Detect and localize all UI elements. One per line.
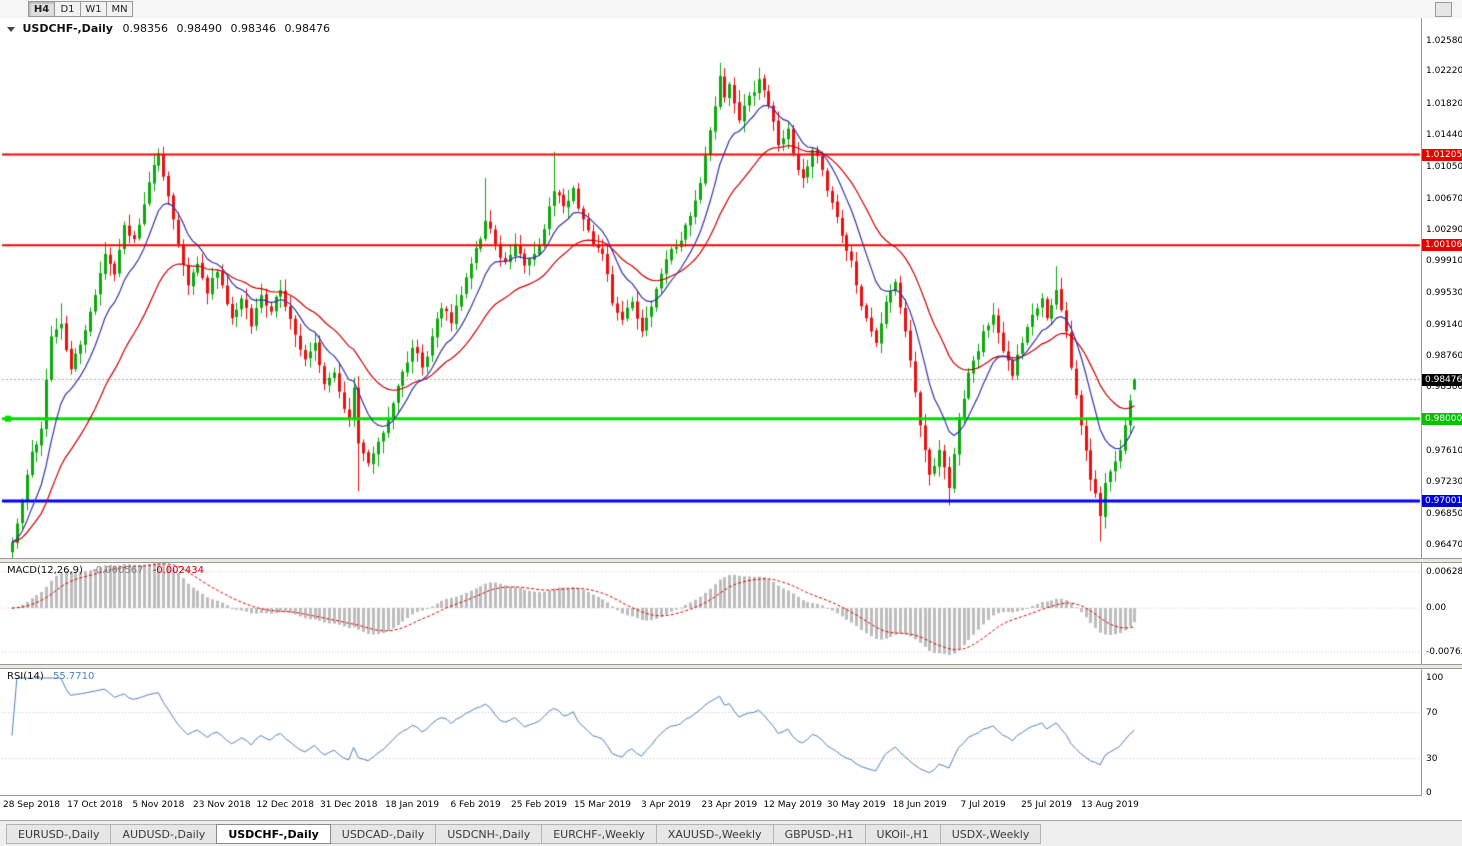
rsi-title: RSI(14) 55.7710 <box>7 671 94 682</box>
macd-signal-value: -0.002434 <box>152 565 204 576</box>
ohlc-high-value: 0.98490 <box>176 22 222 35</box>
date-label: 12 Dec 2018 <box>256 800 315 810</box>
chart-tab-ukoil-h1[interactable]: UKOil-,H1 <box>864 824 941 844</box>
toolbar-corner-button[interactable] <box>1435 2 1452 17</box>
timeframe-button-h4[interactable]: H4 <box>28 1 55 17</box>
price-axis-label: 0.96470 <box>1426 539 1462 550</box>
timeframe-button-mn[interactable]: MN <box>107 1 133 17</box>
chart-title: USDCHF-,Daily 0.98356 0.98490 0.98346 0.… <box>7 22 335 35</box>
rsi-axis-label: 70 <box>1426 707 1438 718</box>
date-label: 6 Feb 2019 <box>450 800 501 810</box>
chart-collapse-icon[interactable] <box>7 26 15 32</box>
price-axis-label: 0.98380 <box>1426 382 1462 393</box>
ohlc-low-value: 0.98346 <box>230 22 276 35</box>
date-label: 25 Jul 2019 <box>1021 800 1073 810</box>
macd-title: MACD(12,26,9) -0.000567 -0.002434 <box>7 565 204 576</box>
chart-tab-usdcnh-daily[interactable]: USDCNH-,Daily <box>435 824 543 844</box>
chart-window: USDCHF-,Daily 0.98356 0.98490 0.98346 0.… <box>0 18 1462 820</box>
ohlc-open-value: 0.98356 <box>122 22 168 35</box>
date-label: 12 May 2019 <box>763 800 823 810</box>
timeframe-button-w1[interactable]: W1 <box>81 1 107 17</box>
chart-tab-gbpusd-h1[interactable]: GBPUSD-,H1 <box>772 824 866 844</box>
chart-symbol-label: USDCHF-,Daily <box>22 22 113 35</box>
date-label: 13 Aug 2019 <box>1081 800 1139 810</box>
price-axis-label: 1.01820 <box>1426 98 1462 109</box>
date-label: 30 May 2019 <box>826 800 886 810</box>
macd-axis-label: 0.00 <box>1426 603 1447 613</box>
macd-main-value: -0.000567 <box>92 565 144 576</box>
price-axis-label: 0.99530 <box>1426 287 1462 298</box>
chart-tab-eurchf-weekly[interactable]: EURCHF-,Weekly <box>541 824 657 844</box>
price-axis-label: 0.99910 <box>1426 256 1462 267</box>
rsi-axis-label: 100 <box>1426 673 1444 683</box>
time-axis-line <box>0 795 1421 796</box>
price-axis-label: 1.00290 <box>1426 225 1462 236</box>
chart-tab-xauusd-weekly[interactable]: XAUUSD-,Weekly <box>655 824 774 844</box>
date-label: 25 Feb 2019 <box>511 800 568 810</box>
timeframe-toolbar: H4 D1 W1 MN <box>0 0 1462 19</box>
price-axis-label: 0.97230 <box>1426 477 1462 488</box>
rsi-label: RSI(14) <box>7 671 44 682</box>
rsi-value: 55.7710 <box>52 671 95 682</box>
price-axis-label: 1.01440 <box>1426 130 1462 141</box>
price-axis-label: 0.96850 <box>1426 508 1462 519</box>
date-label: 15 Mar 2019 <box>573 800 631 810</box>
price-axis-label: 1.01050 <box>1426 162 1462 173</box>
date-label: 23 Apr 2019 <box>701 800 758 810</box>
price-axis-label: 0.98760 <box>1426 351 1462 362</box>
price-tag-1.01205: 1.01205 <box>1422 148 1462 161</box>
date-label: 17 Oct 2018 <box>67 800 123 810</box>
macd-label: MACD(12,26,9) <box>7 565 83 576</box>
timeframe-button-d1[interactable]: D1 <box>55 1 81 17</box>
price-tag-0.97001: 0.97001 <box>1422 495 1462 508</box>
chart-tab-usdchf-daily[interactable]: USDCHF-,Daily <box>216 824 331 844</box>
ohlc-close-value: 0.98476 <box>284 22 330 35</box>
price-tag-0.98000: 0.98000 <box>1422 412 1462 425</box>
price-axis-label: 0.97610 <box>1426 445 1462 456</box>
price-axis-label: 1.02580 <box>1426 36 1462 47</box>
date-label: 23 Nov 2018 <box>193 800 251 810</box>
date-label: 3 Apr 2019 <box>640 800 691 810</box>
rsi-axis-label: 30 <box>1426 753 1438 764</box>
chart-tab-usdcad-daily[interactable]: USDCAD-,Daily <box>329 824 437 844</box>
chart-tab-eurusd-daily[interactable]: EURUSD-,Daily <box>6 824 112 844</box>
timeframe-button-group: H4 D1 W1 MN <box>28 1 133 17</box>
date-label: 31 Dec 2018 <box>319 800 378 810</box>
chart-tabs-bar: EURUSD-,Daily AUDUSD-,Daily USDCHF-,Daily U… <box>0 820 1462 846</box>
chart-tab-usdx-weekly[interactable]: USDX-,Weekly <box>939 824 1042 844</box>
price-axis-line <box>1421 18 1422 796</box>
date-label: 5 Nov 2018 <box>132 800 185 810</box>
price-axis-label: 1.00670 <box>1426 193 1462 204</box>
date-label: 18 Jun 2019 <box>892 800 947 810</box>
rsi-panel-separator[interactable] <box>0 664 1462 669</box>
rsi-axis-label: 0 <box>1426 788 1432 798</box>
price-tag-1.00106: 1.00106 <box>1422 239 1462 252</box>
chart-tab-audusd-daily[interactable]: AUDUSD-,Daily <box>110 824 218 844</box>
macd-axis-label: -0.00762 <box>1426 646 1462 657</box>
macd-axis-label: 0.00628 <box>1426 566 1462 577</box>
date-label: 18 Jan 2019 <box>385 800 440 810</box>
chart-canvas[interactable] <box>0 18 1462 820</box>
date-label: 28 Sep 2018 <box>2 800 61 810</box>
price-axis-label: 0.99140 <box>1426 319 1462 330</box>
macd-panel-separator[interactable] <box>0 558 1462 563</box>
price-axis-label: 1.02220 <box>1426 65 1462 76</box>
price-tag-0.98476: 0.98476 <box>1422 373 1462 386</box>
date-label: 7 Jul 2019 <box>960 800 1006 810</box>
